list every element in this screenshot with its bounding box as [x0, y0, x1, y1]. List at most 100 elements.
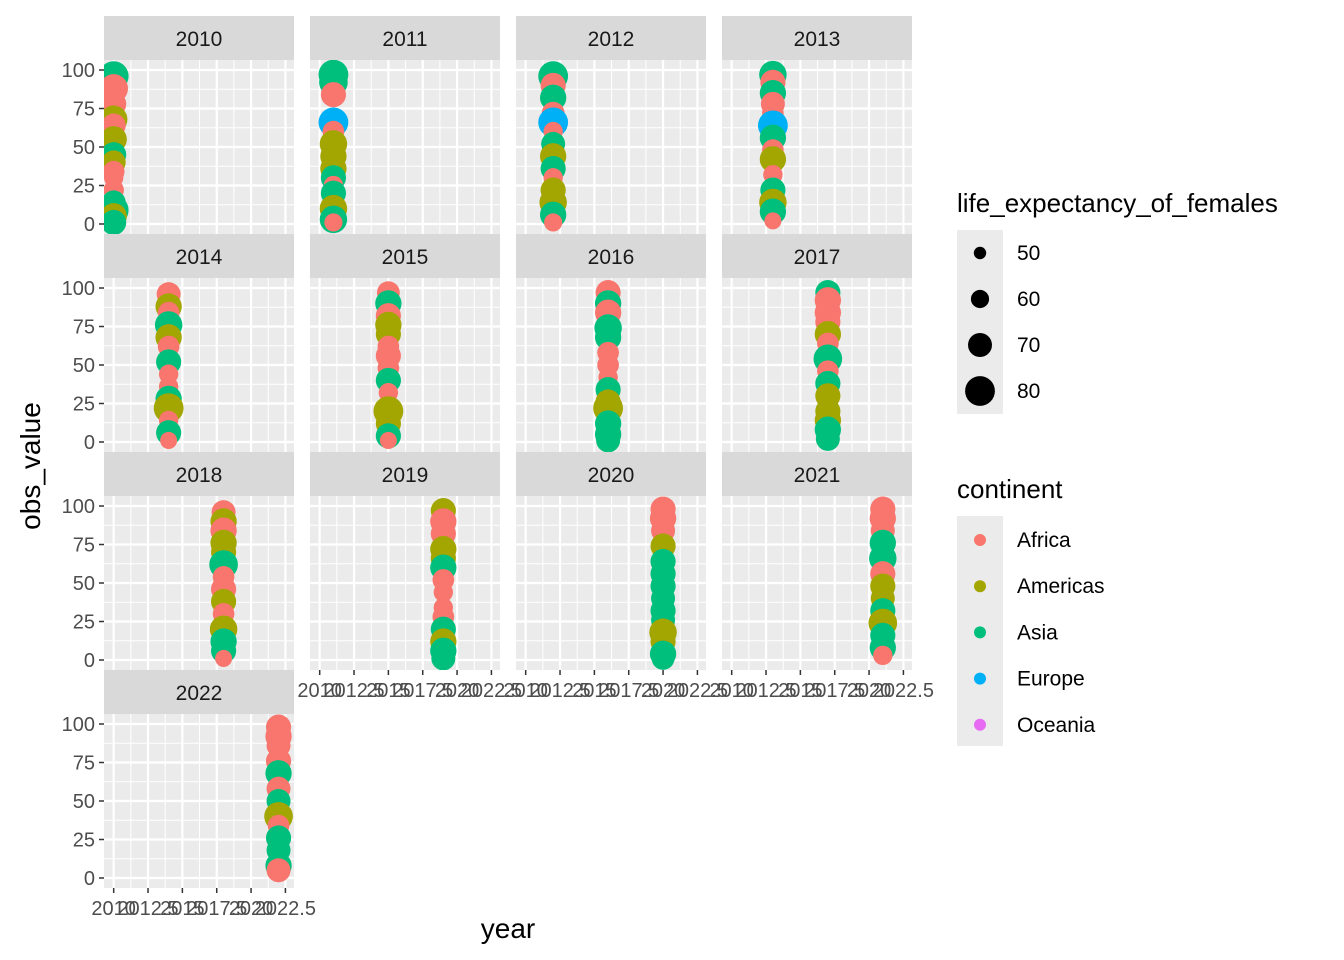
facet-strip-label: 2010: [176, 28, 223, 51]
facet-points: [649, 496, 677, 670]
facet-panel-2022: 2022: [104, 670, 294, 888]
data-point: [759, 146, 787, 173]
facet-points: [373, 281, 404, 449]
x-tick-label: 2012.5: [117, 898, 178, 920]
y-tick-label: 50: [73, 137, 95, 159]
size-legend-items: 50 60 70 80: [965, 242, 1040, 406]
facet-strip-label: 2022: [176, 682, 223, 705]
data-point: [104, 209, 127, 234]
color-legend-key: [974, 534, 986, 546]
x-tick-label: 2010: [91, 898, 136, 920]
facet-points: [813, 280, 843, 451]
y-tick-label: 25: [73, 829, 95, 851]
x-tick-label: 2012.5: [323, 680, 384, 702]
facet-strip-label: 2014: [176, 246, 223, 269]
data-point: [544, 213, 563, 232]
facet-points: [593, 280, 624, 452]
facet-strip: [310, 234, 500, 278]
facet-panel-2016: 2016: [516, 234, 706, 452]
facet-strip-label: 2021: [794, 464, 841, 487]
facet-strip: [516, 16, 706, 60]
y-tick-label: 50: [73, 791, 95, 813]
data-point: [160, 431, 178, 449]
facet-points: [758, 60, 788, 230]
x-tick-label: 2022.5: [873, 680, 934, 702]
y-tick-label: 50: [73, 355, 95, 377]
facet-points: [538, 61, 569, 232]
x-tick-label: 2017.5: [392, 680, 453, 702]
facet-panels: 2010 2011 2012 2013 2014 2015 2016 2017 2018 2019…: [104, 16, 912, 888]
size-legend-key: [970, 289, 990, 309]
facet-strip-label: 2011: [382, 28, 427, 51]
x-tick-label: 2012.5: [735, 680, 796, 702]
data-point: [815, 426, 840, 451]
data-point: [320, 82, 347, 108]
color-legend-label: Africa: [1017, 529, 1071, 552]
size-legend-key: [973, 246, 987, 260]
y-tick-label: 25: [73, 393, 95, 415]
facet-panel-2012: 2012: [516, 16, 706, 234]
facet-strip: [516, 452, 706, 496]
color-legend-key: [974, 672, 986, 685]
facet-panel-2014: 2014: [104, 234, 294, 452]
x-tick-label: 2020: [229, 898, 274, 920]
color-legend: continent Africa Americas Asia Europe Oceani…: [957, 474, 1105, 746]
y-tick-label: 75: [73, 317, 95, 339]
color-legend-key: [974, 718, 986, 731]
y-tick-label: 0: [84, 214, 95, 236]
x-axis-ticks: 20102012.520152017.520202022.520102012.5…: [91, 670, 934, 920]
y-tick-label: 0: [84, 868, 95, 890]
facet-strip: [722, 234, 912, 278]
facet-points: [318, 60, 349, 234]
size-legend-key: [965, 376, 995, 406]
data-point: [764, 212, 782, 230]
facet-strip-label: 2013: [794, 28, 841, 51]
facet-panel-2010: 2010: [104, 16, 294, 234]
size-legend-key: [968, 333, 992, 357]
x-tick-label: 2015: [572, 680, 617, 702]
facet-points: [868, 496, 898, 666]
x-tick-label: 2015: [778, 680, 823, 702]
size-legend-label: 50: [1017, 242, 1040, 265]
facet-points: [430, 498, 457, 670]
x-tick-label: 2022.5: [461, 680, 522, 702]
facet-strip: [104, 452, 294, 496]
facet-strip: [722, 452, 912, 496]
y-tick-label: 75: [73, 99, 95, 121]
x-tick-label: 2022.5: [255, 898, 316, 920]
color-legend-label: Europe: [1017, 668, 1085, 691]
data-point: [266, 858, 291, 883]
facet-strip-label: 2020: [588, 464, 635, 487]
size-legend-label: 70: [1017, 334, 1040, 357]
facet-points: [209, 500, 238, 667]
facet-strip: [104, 670, 294, 714]
x-tick-label: 2017.5: [598, 680, 659, 702]
data-point: [215, 649, 233, 667]
facet-panel-2019: 2019: [310, 452, 500, 670]
x-tick-label: 2015: [160, 898, 205, 920]
x-tick-label: 2015: [366, 680, 411, 702]
x-tick-label: 2017.5: [186, 898, 247, 920]
y-tick-label: 25: [73, 611, 95, 633]
y-tick-label: 0: [84, 432, 95, 454]
color-legend-key: [974, 580, 986, 593]
x-tick-label: 2020: [435, 680, 480, 702]
data-point: [596, 428, 621, 452]
color-legend-label: Americas: [1017, 575, 1105, 598]
x-tick-label: 2010: [503, 680, 548, 702]
facet-panel-2015: 2015: [310, 234, 500, 452]
y-tick-label: 100: [62, 278, 95, 300]
x-axis-title: year: [481, 913, 535, 944]
data-point: [873, 645, 893, 666]
data-point: [431, 646, 456, 670]
y-axis-ticks: 0 25 50 75 100 0 25 50 75 100 0 25 50 75 100 0 25 50 75 100: [62, 60, 104, 890]
facet-strip-label: 2019: [382, 464, 429, 487]
size-legend-label: 60: [1017, 288, 1040, 311]
data-point: [594, 324, 622, 351]
data-point: [433, 582, 454, 602]
facet-strip-label: 2016: [588, 246, 635, 269]
data-point: [379, 431, 397, 449]
facet-panel-2018: 2018: [104, 452, 294, 670]
